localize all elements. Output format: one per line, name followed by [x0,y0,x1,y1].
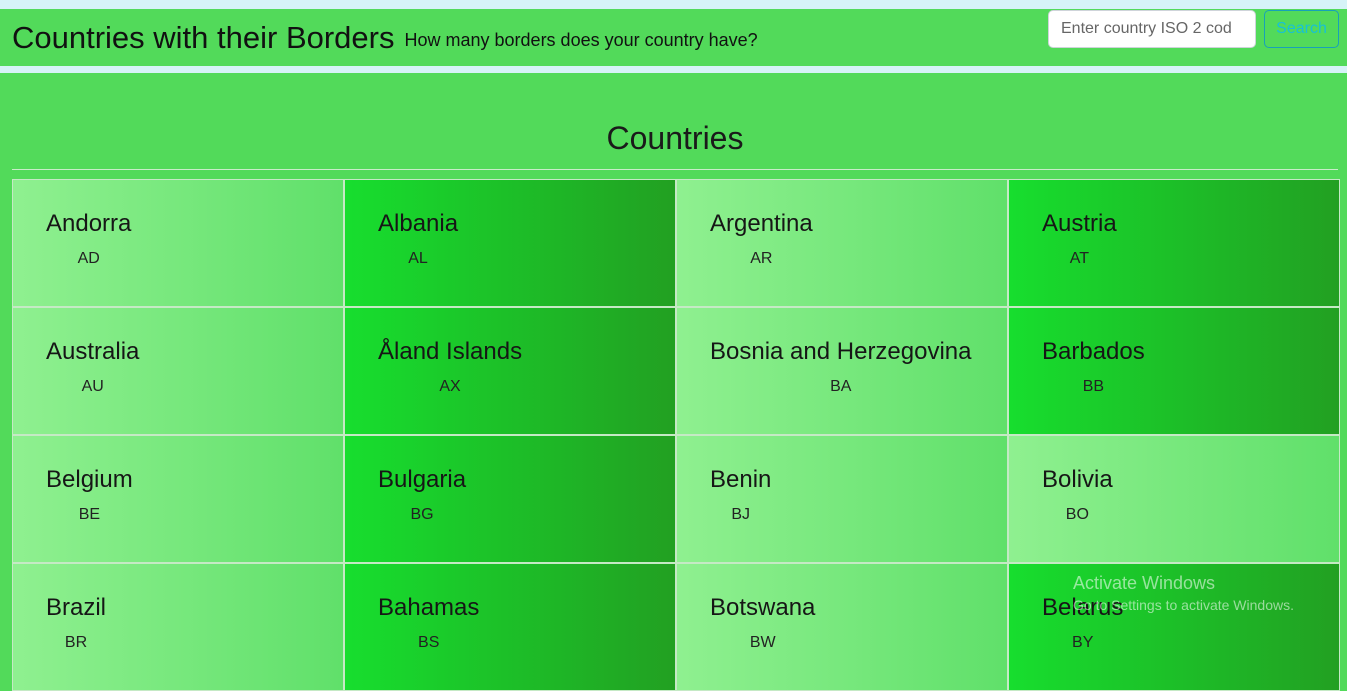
country-card[interactable]: Barbados BB [1008,307,1340,435]
country-card[interactable]: Bahamas BS [344,563,676,691]
country-name: Botswana [710,594,816,621]
section-divider [12,169,1338,170]
country-code: BW [749,634,776,651]
country-code: BA [830,378,852,395]
country-code: AT [1069,250,1089,267]
country-name: Argentina [710,210,813,237]
country-code: BY [1072,634,1094,651]
country-code: AX [439,378,461,395]
country-code: BJ [731,506,751,523]
country-code: BE [78,506,101,523]
country-card[interactable]: Andorra AD [12,179,344,307]
country-grid: Andorra AD Albania AL Argentina AR Austria A… [12,179,1340,691]
country-code: BO [1065,506,1089,523]
country-name: Andorra [46,210,132,237]
country-card[interactable]: Åland Islands AX [344,307,676,435]
country-code: BB [1082,378,1105,395]
country-name: Australia [46,338,140,365]
search-button[interactable]: Search [1264,10,1339,48]
country-code: AD [77,250,100,267]
country-code: AU [81,378,104,395]
country-card[interactable]: Botswana BW [676,563,1008,691]
country-name: Brazil [46,594,107,621]
country-name: Bulgaria [378,466,467,493]
country-card[interactable]: Bulgaria BG [344,435,676,563]
country-card[interactable]: Australia AU [12,307,344,435]
country-name: Albania [378,210,459,237]
country-name: Bosnia and Herzegovina [710,338,972,365]
country-card[interactable]: Albania AL [344,179,676,307]
country-code: BG [410,506,434,523]
country-card[interactable]: Benin BJ [676,435,1008,563]
country-card[interactable]: Brazil BR [12,563,344,691]
country-name: Barbados [1042,338,1145,365]
country-code: AL [408,250,428,267]
search-form: Search [1048,10,1339,48]
country-code: BS [418,634,440,651]
country-card[interactable]: Belarus BY [1008,563,1340,691]
country-card[interactable]: Belgium BE [12,435,344,563]
country-code: BR [64,634,88,651]
country-card[interactable]: Bosnia and Herzegovina BA [676,307,1008,435]
site-title: Countries with their Borders [12,19,395,55]
country-name: Bolivia [1042,466,1113,493]
header-divider [0,66,1347,73]
country-name: Belarus [1042,594,1124,621]
country-card[interactable]: Argentina AR [676,179,1008,307]
country-card[interactable]: Bolivia BO [1008,435,1340,563]
country-name: Benin [710,466,772,493]
country-card[interactable]: Austria AT [1008,179,1340,307]
country-name: Åland Islands [378,338,523,365]
country-name: Belgium [46,466,133,493]
search-input[interactable] [1048,10,1256,48]
country-name: Bahamas [378,594,480,621]
site-subtitle: How many borders does your country have? [404,30,758,50]
section-title: Countries [606,120,744,156]
country-name: Austria [1042,210,1117,237]
top-strip [0,0,1347,9]
country-code: AR [750,250,773,267]
